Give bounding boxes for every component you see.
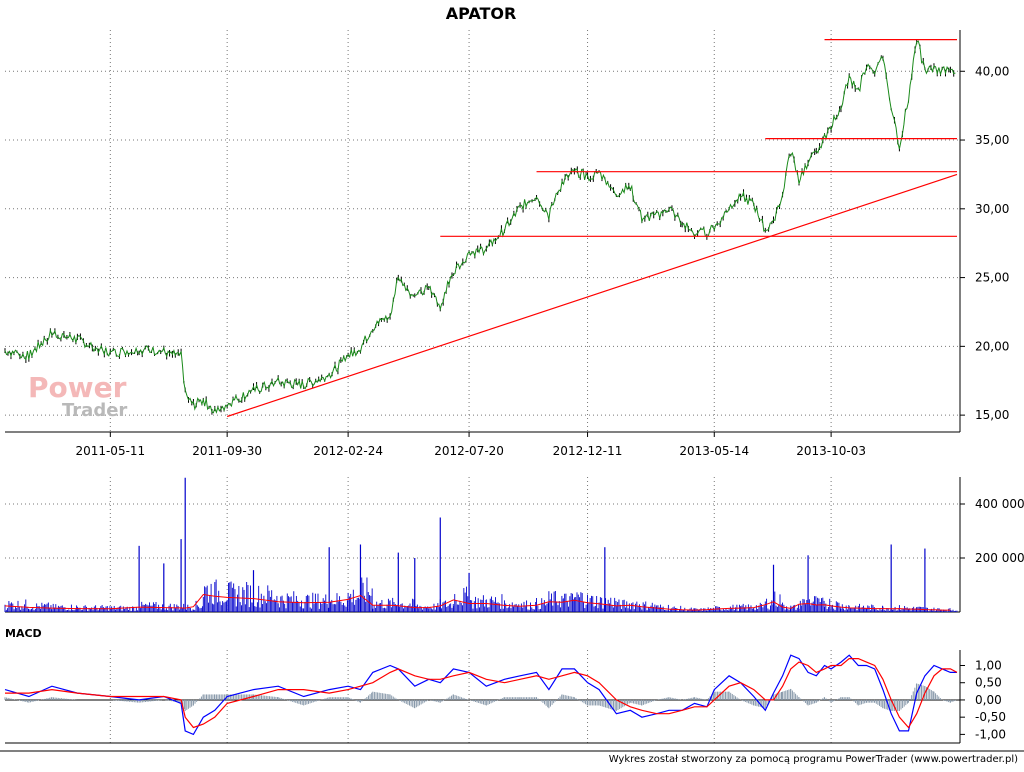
x-tick-label: 2013-10-03 [796, 444, 866, 458]
y-tick-label: 30,00 [975, 202, 1009, 216]
watermark-trader: Trader [62, 400, 127, 421]
y-tick-label: -0,50 [975, 710, 1006, 724]
volume-bars [4, 577, 958, 612]
x-tick-label: 2012-07-20 [434, 444, 504, 458]
x-tick-label: 2011-09-30 [192, 444, 262, 458]
macd-line-signal [5, 658, 958, 729]
y-tick-label: 1,00 [975, 659, 1002, 673]
grid-lines [109, 30, 832, 743]
x-tick-label: 2011-05-11 [75, 444, 145, 458]
macd-histogram [4, 683, 958, 711]
macd-label: MACD [5, 627, 42, 640]
footer-credit: Wykres został stworzony za pomocą progra… [609, 754, 1018, 765]
price-line [4, 40, 956, 414]
y-tick-label: -1,00 [975, 727, 1006, 741]
volume-average-line [4, 593, 951, 611]
y-tick-label: 40,00 [975, 64, 1009, 78]
y-tick-label: 200 000 [975, 551, 1024, 565]
price-bars [4, 39, 955, 415]
y-tick-label: 35,00 [975, 133, 1009, 147]
y-tick-label: 15,00 [975, 408, 1009, 422]
x-tick-label: 2013-05-14 [679, 444, 749, 458]
chart-title: APATOR [446, 4, 517, 23]
y-tick-label: 0,00 [975, 693, 1002, 707]
x-tick-label: 2012-02-24 [313, 444, 383, 458]
y-tick-label: 400 000 [975, 497, 1024, 511]
trend-line [226, 173, 958, 418]
watermark-power: Power [28, 371, 127, 404]
macd-line-macd [4, 654, 957, 736]
y-tick-label: 20,00 [975, 339, 1009, 353]
y-tick-label: 25,00 [975, 271, 1009, 285]
y-tick-label: 0,50 [975, 676, 1002, 690]
x-tick-label: 2012-12-11 [553, 444, 623, 458]
